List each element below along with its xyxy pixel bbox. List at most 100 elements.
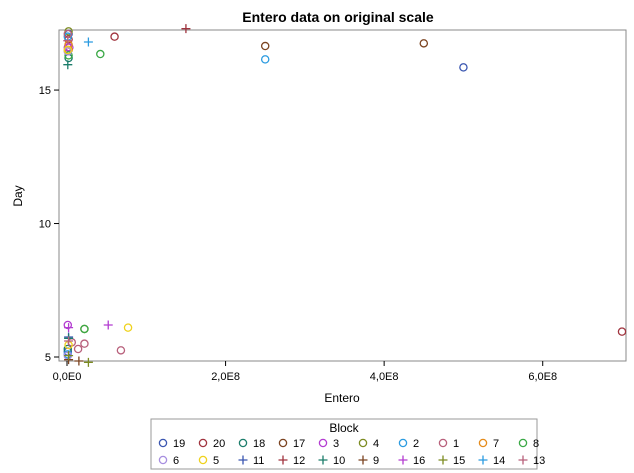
legend-item: 3 <box>318 438 339 450</box>
data-point <box>459 63 468 72</box>
legend-marker <box>438 438 448 448</box>
legend-marker <box>438 455 448 465</box>
legend-label: 10 <box>333 455 345 467</box>
legend-item: 11 <box>238 455 264 467</box>
legend: 19 20 18 17 3 4 2 1 7 86 5 11 12 10 9 16 15 14 13 <box>158 438 545 467</box>
data-point <box>64 351 74 361</box>
legend-item: 10 <box>318 455 345 467</box>
legend-label: 19 <box>173 438 185 450</box>
legend-marker <box>518 438 528 448</box>
legend-box <box>150 418 538 470</box>
legend-label: 15 <box>453 455 465 467</box>
data-point <box>63 320 73 330</box>
legend-marker <box>318 438 328 448</box>
legend-marker <box>238 455 248 465</box>
legend-label: 6 <box>173 455 179 467</box>
legend-label: 18 <box>253 438 265 450</box>
legend-item: 8 <box>518 438 539 450</box>
data-point <box>110 32 119 41</box>
legend-marker <box>158 438 168 448</box>
legend-label: 16 <box>413 455 425 467</box>
data-point <box>80 339 89 348</box>
data-point <box>64 336 74 346</box>
legend-marker <box>318 455 328 465</box>
legend-item: 15 <box>438 455 465 467</box>
data-point <box>74 356 84 366</box>
legend-item: 13 <box>518 455 545 467</box>
y-tick-label: 15 <box>39 85 51 97</box>
legend-marker <box>158 455 168 465</box>
legend-label: 11 <box>253 455 264 467</box>
data-point <box>419 39 429 48</box>
legend-item: 6 <box>158 455 179 467</box>
legend-item: 14 <box>478 455 505 467</box>
legend-item: 7 <box>478 438 499 450</box>
legend-label: 8 <box>533 438 539 450</box>
legend-item: 12 <box>278 455 305 467</box>
legend-marker <box>518 455 528 465</box>
legend-label: 7 <box>493 438 499 450</box>
y-tick-label: 10 <box>39 219 51 231</box>
x-tick-label: 0,0E0 <box>53 371 82 383</box>
data-point <box>63 45 73 55</box>
data-point <box>83 37 93 47</box>
legend-label: 5 <box>213 455 219 467</box>
legend-label: 13 <box>533 455 545 467</box>
legend-marker <box>358 438 368 448</box>
legend-marker <box>478 438 488 448</box>
data-point <box>116 346 126 355</box>
legend-marker <box>478 455 488 465</box>
legend-label: 3 <box>333 438 339 450</box>
legend-label: 2 <box>413 438 419 450</box>
legend-item: 20 <box>198 438 225 450</box>
legend-marker <box>398 455 408 465</box>
data-point <box>73 344 83 354</box>
x-tick-label: 6,0E8 <box>528 371 557 383</box>
data-point <box>260 41 270 51</box>
legend-item: 1 <box>438 438 459 450</box>
legend-marker <box>198 438 208 448</box>
data-point <box>96 49 105 59</box>
legend-label: 14 <box>493 455 505 467</box>
plot-area-frame <box>58 29 627 362</box>
legend-marker <box>278 438 288 448</box>
legend-label: 20 <box>213 438 225 450</box>
y-tick-label: 5 <box>45 352 51 364</box>
legend-marker <box>238 438 248 448</box>
legend-marker <box>398 438 408 448</box>
legend-item: 5 <box>198 455 219 467</box>
legend-marker <box>358 455 368 465</box>
legend-item: 4 <box>358 438 379 450</box>
chart-title: Entero data on original scale <box>242 9 434 25</box>
data-point <box>260 55 270 64</box>
data-point <box>63 36 73 46</box>
legend-item: 16 <box>398 455 425 467</box>
data-point <box>617 327 627 336</box>
legend-label: 9 <box>373 455 379 467</box>
legend-title: Block <box>329 421 359 435</box>
data-points <box>63 24 627 367</box>
legend-item: 2 <box>398 438 419 450</box>
legend-item: 19 <box>158 438 185 450</box>
data-point <box>103 320 113 330</box>
y-axis-label: Day <box>11 185 25 206</box>
y-axis: 5 10 15 <box>39 85 59 364</box>
legend-label: 4 <box>373 438 379 450</box>
legend-label: 1 <box>453 438 459 450</box>
data-point <box>83 357 93 367</box>
x-axis: 0,0E0 2,0E8 4,0E8 6,0E8 <box>53 361 557 383</box>
x-tick-label: 2,0E8 <box>211 371 240 383</box>
data-point <box>63 60 73 70</box>
legend-marker <box>278 455 288 465</box>
legend-item: 9 <box>358 455 379 467</box>
data-point <box>80 324 89 334</box>
legend-marker <box>198 455 208 465</box>
legend-item: 17 <box>278 438 305 450</box>
legend-label: 12 <box>293 455 305 467</box>
data-point <box>123 323 133 332</box>
legend-label: 17 <box>293 438 305 450</box>
legend-item: 18 <box>238 438 265 450</box>
data-point <box>64 51 73 60</box>
x-axis-label: Entero <box>324 391 360 405</box>
